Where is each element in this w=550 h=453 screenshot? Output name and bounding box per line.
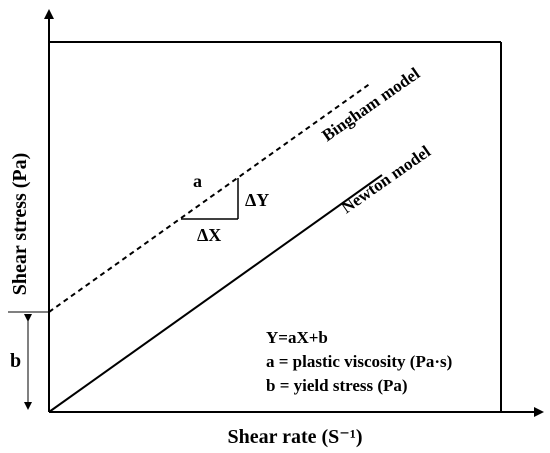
y-axis-label: Shear stress (Pa) [9, 153, 31, 296]
intercept-label: b [10, 350, 21, 372]
bingham-label: Bingham model [318, 64, 423, 146]
rise-label: ΔY [245, 190, 269, 210]
x-axis-label: Shear rate (S⁻¹) [227, 426, 362, 448]
newton-line [48, 174, 383, 413]
newton-label: Newton model [338, 142, 435, 218]
equation-text: Y=aX+b [266, 328, 328, 347]
a-definition: a = plastic viscosity (Pa·s) [266, 352, 452, 371]
b-definition: b = yield stress (Pa) [266, 376, 408, 395]
run-label: ΔX [197, 225, 221, 245]
slope-label: a [193, 171, 202, 191]
bingham-line [48, 82, 372, 313]
